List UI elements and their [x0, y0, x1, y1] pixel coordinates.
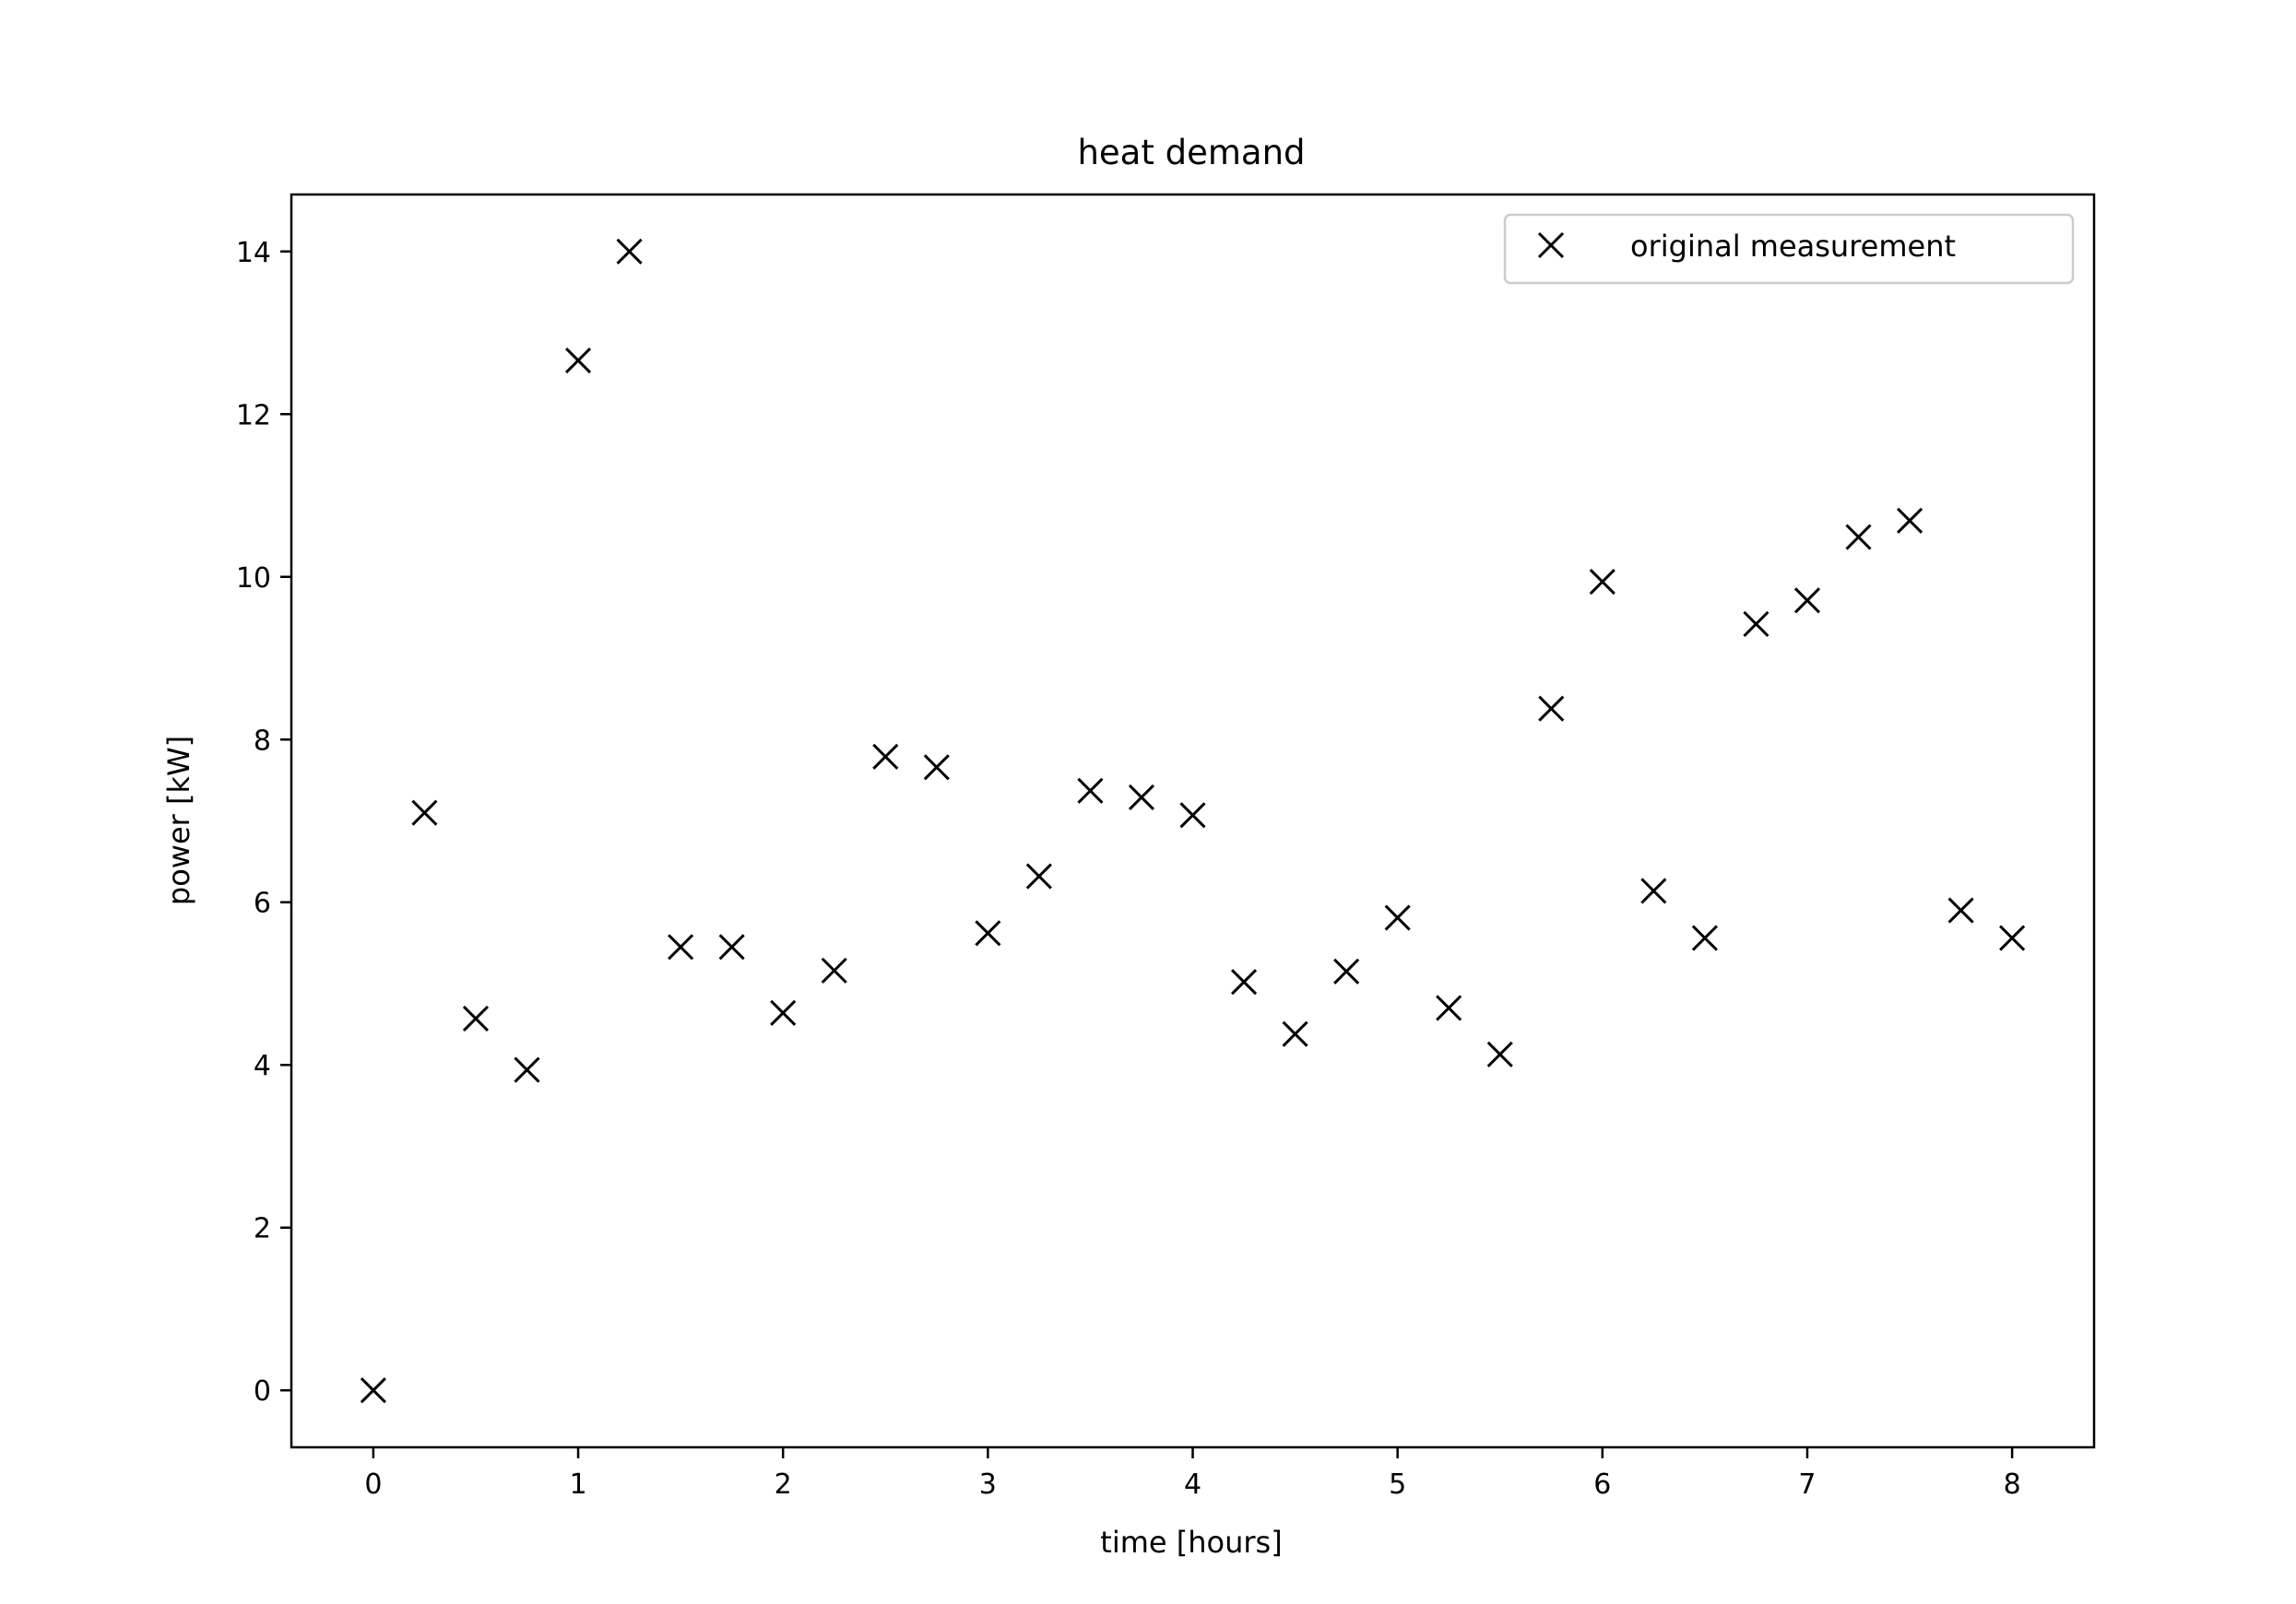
data-point [1333, 958, 1360, 985]
data-point [1896, 507, 1923, 534]
data-point [1384, 904, 1411, 931]
x-axis-label: time [hours] [1100, 1525, 1282, 1560]
x-tick-label: 4 [1184, 1468, 1201, 1501]
x-tick-label: 6 [1593, 1468, 1611, 1501]
data-point [770, 999, 797, 1026]
y-axis-label: power [kW] [161, 736, 196, 905]
data-point [1793, 587, 1821, 614]
data-point [1743, 610, 1769, 638]
data-point [1282, 1020, 1308, 1047]
data-point [668, 934, 694, 961]
y-tick-label: 8 [254, 725, 271, 757]
legend-box [1503, 213, 2075, 285]
x-tick-label: 8 [2004, 1468, 2021, 1501]
y-tick-label: 4 [254, 1050, 271, 1082]
data-point [1179, 802, 1206, 829]
y-tick-label: 10 [236, 562, 271, 595]
x-tick-label: 3 [979, 1468, 997, 1501]
y-tick-label: 2 [254, 1213, 271, 1245]
data-point [1640, 878, 1667, 904]
x-tick-label: 0 [364, 1468, 382, 1501]
data-point [1691, 925, 1718, 951]
x-tick-label: 1 [569, 1468, 586, 1501]
data-point [1589, 568, 1615, 596]
data-point [1538, 695, 1565, 722]
data-markers [360, 238, 2026, 1404]
data-point [923, 754, 950, 781]
data-point [514, 1056, 540, 1083]
data-point [1845, 524, 1872, 550]
legend-x-marker [1537, 231, 1565, 259]
data-point [1947, 897, 1974, 924]
data-point [1999, 925, 2026, 951]
data-point [616, 238, 643, 265]
data-point [360, 1377, 386, 1404]
data-point [1486, 1041, 1513, 1067]
legend: original measurement [1503, 213, 2075, 285]
chart-title: heat demand [1077, 133, 1305, 172]
x-axis-ticks: 0 1 2 3 4 5 6 7 8 [364, 1447, 2021, 1501]
data-point [975, 920, 1001, 947]
data-point [1128, 784, 1155, 810]
data-point [821, 957, 847, 984]
data-point [872, 743, 899, 770]
data-point [718, 934, 745, 961]
data-point [411, 799, 438, 826]
data-point [1025, 863, 1052, 890]
y-axis-ticks: 0 2 4 6 8 10 12 14 [236, 237, 291, 1408]
data-point [564, 347, 592, 374]
y-tick-label: 6 [254, 888, 271, 920]
x-tick-label: 2 [775, 1468, 792, 1501]
data-point [1436, 995, 1462, 1021]
data-point [1077, 777, 1104, 804]
x-tick-label: 5 [1389, 1468, 1406, 1501]
legend-label: original measurement [1630, 229, 1956, 264]
y-tick-label: 14 [236, 237, 271, 269]
y-tick-label: 12 [236, 399, 271, 431]
axes-frame [290, 193, 2096, 1449]
data-point [1230, 969, 1258, 996]
data-point [462, 1005, 490, 1032]
x-tick-label: 7 [1798, 1468, 1816, 1501]
y-tick-label: 0 [254, 1375, 271, 1408]
legend-marker-icon [1537, 231, 1565, 259]
